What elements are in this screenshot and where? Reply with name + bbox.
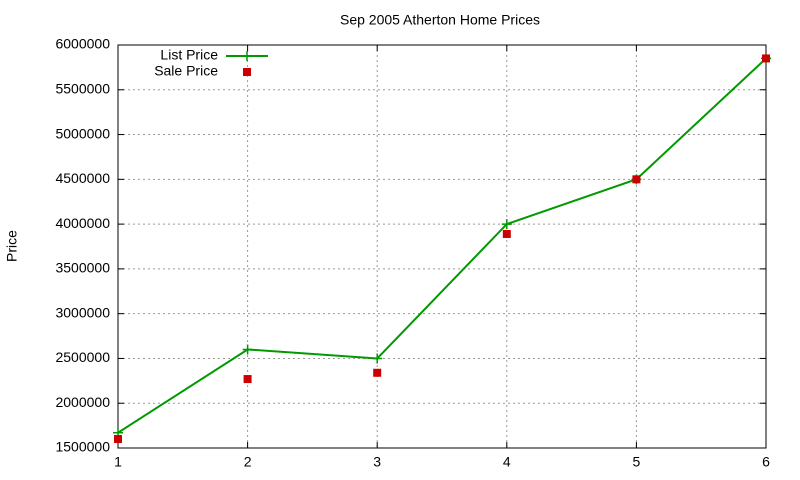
legend-label: Sale Price [154,63,218,79]
y-tick-label: 2500000 [55,349,110,365]
x-tick-label: 3 [373,454,381,470]
plot-frame [117,44,767,449]
point [372,353,383,364]
x-tick-label: 5 [633,454,641,470]
point [502,229,511,238]
legend-marker [243,68,251,76]
x-tick-label: 6 [762,454,770,470]
point [243,375,252,384]
x-tick-label: 2 [244,454,252,470]
x-tick-label: 4 [503,454,511,470]
y-tick-label: 5500000 [55,80,110,96]
y-tick-label: 1500000 [55,439,110,455]
point [762,54,770,63]
x-tick-label: 1 [114,454,122,470]
y-tick-label: 5000000 [55,125,110,141]
series-line [117,57,767,434]
y-tick-label: 6000000 [55,36,110,52]
point [242,344,253,355]
y-tick-label: 3500000 [55,260,110,276]
point [632,175,641,184]
point [501,219,512,230]
y-tick-label: 3000000 [55,304,110,320]
y-tick-label: 4000000 [55,215,110,231]
y-axis-label: Price [4,230,20,262]
chart-title: Sep 2005 Atherton Home Prices [340,12,540,28]
legend-label: List Price [160,47,218,63]
y-tick-label: 2000000 [55,394,110,410]
point [373,368,382,377]
legend-marker [242,51,252,61]
y-tick-label: 4500000 [55,170,110,186]
point [114,435,122,444]
